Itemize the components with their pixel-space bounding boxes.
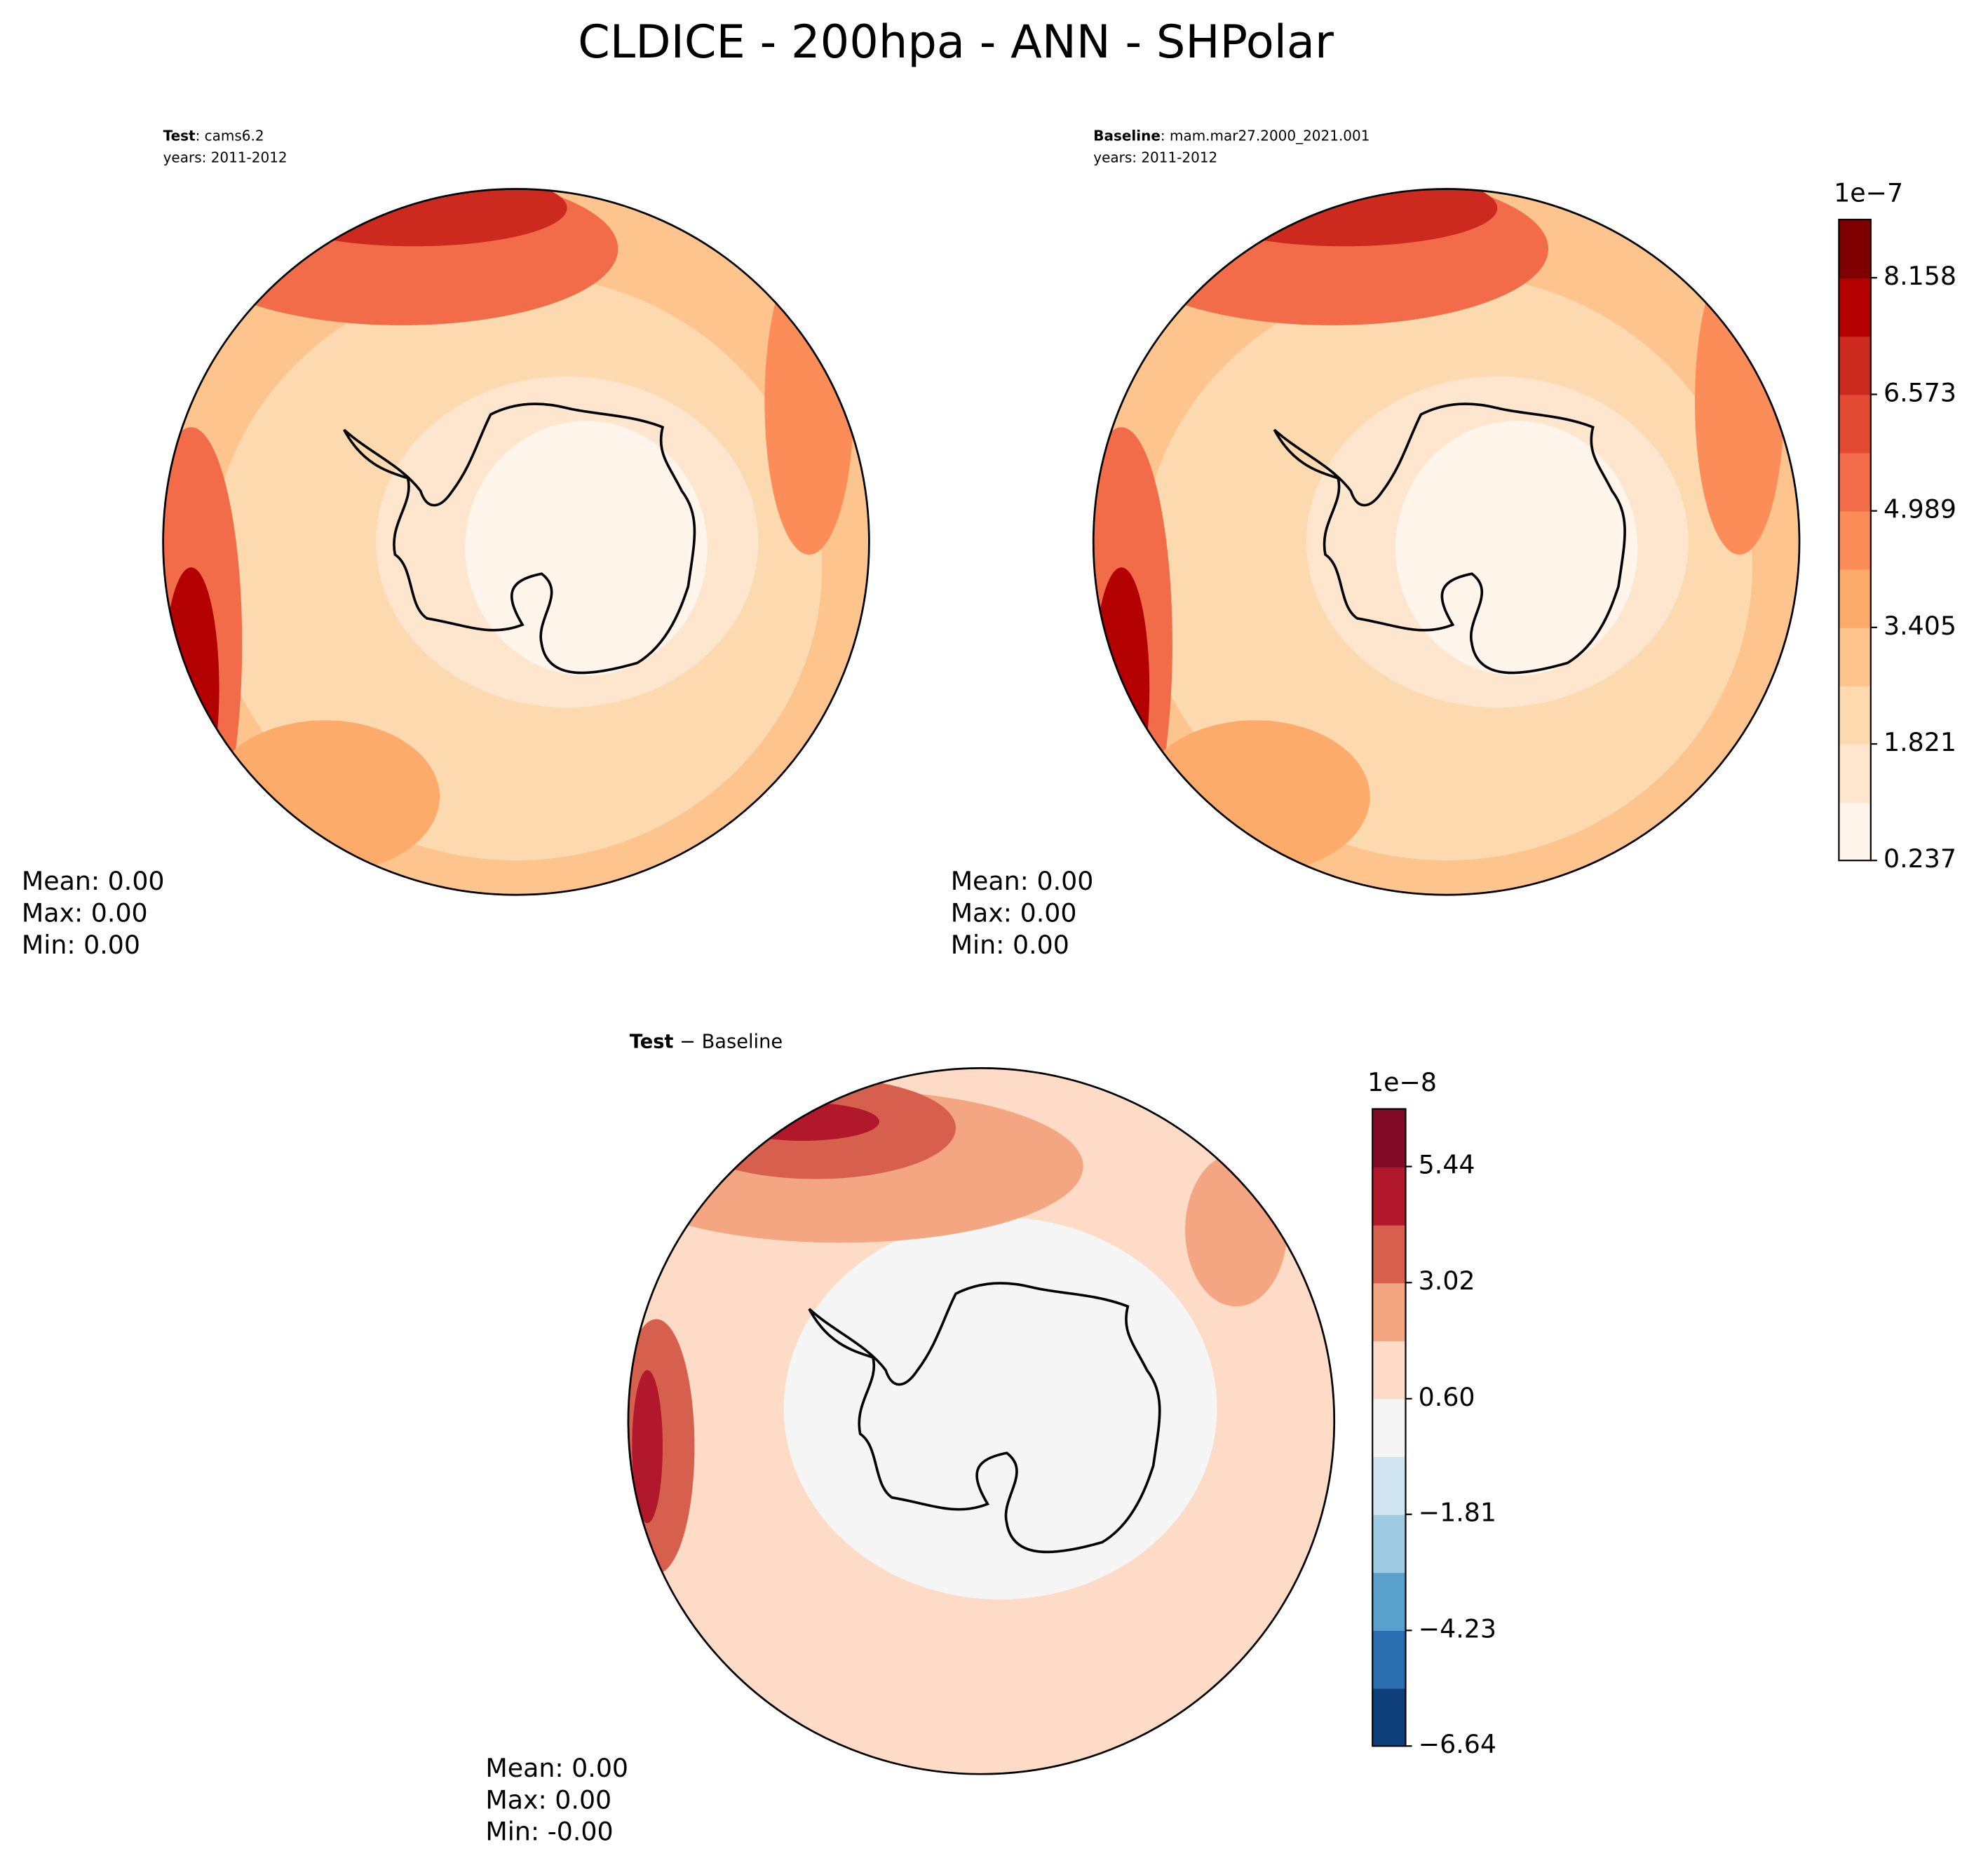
- stat-text: Max: 0.00: [485, 1784, 611, 1815]
- colorbar-offset: 1e−7: [1834, 178, 1903, 208]
- panel-title-rest: : mam.mar27.2000_2021.001: [1161, 127, 1370, 144]
- stat-text: Mean: 0.00: [22, 866, 165, 896]
- colorbar-band: [1839, 336, 1871, 395]
- panel-title-rest: : cams6.2: [196, 127, 264, 144]
- map-panel: [627, 1067, 1336, 1775]
- stat-text: Mean: 0.00: [951, 866, 1094, 896]
- colorbar-band: [1839, 627, 1871, 686]
- colorbar-frame: [1372, 1108, 1407, 1747]
- stat-text: Max: 0.00: [22, 897, 148, 928]
- stat-text: Min: -0.00: [485, 1817, 613, 1847]
- colorbar-band: [1839, 743, 1871, 803]
- colorbar-tick-label: −1.81: [1419, 1498, 1496, 1528]
- stat-text: Mean: 0.00: [485, 1753, 628, 1783]
- colorbar-band: [1839, 802, 1871, 862]
- panel-title: Test − Baseline: [630, 1031, 783, 1052]
- map-panel: [1092, 188, 1801, 896]
- panel-title-bold: Test: [163, 127, 196, 144]
- panel-title-bold: Test: [630, 1031, 674, 1052]
- colorbar-tick-label: −4.23: [1419, 1613, 1496, 1644]
- colorbar-frame: [1838, 218, 1872, 862]
- colorbar-tick-label: −6.64: [1419, 1729, 1496, 1759]
- colorbar-band: [1372, 1340, 1406, 1400]
- panel-subtitle: years: 2011-2012: [163, 149, 288, 165]
- colorbar-band: [1839, 569, 1871, 628]
- colorbar-offset: 1e−8: [1367, 1067, 1437, 1097]
- colorbar-tick-label: 3.02: [1419, 1266, 1475, 1296]
- stat-text: Max: 0.00: [951, 897, 1077, 928]
- colorbar-band: [1839, 219, 1871, 279]
- colorbar-band: [1372, 1224, 1406, 1284]
- colorbar-band: [1372, 1514, 1406, 1573]
- stat-text: Min: 0.00: [22, 930, 140, 960]
- colorbar-band: [1839, 278, 1871, 337]
- panel-subtitle: years: 2011-2012: [1093, 149, 1217, 165]
- colorbar-tick-label: 6.573: [1884, 377, 1956, 407]
- colorbar-tick-label: 0.237: [1884, 843, 1956, 874]
- colorbar-band: [1372, 1109, 1406, 1168]
- colorbar-band: [1372, 1398, 1406, 1458]
- colorbar-tick-label: 5.44: [1419, 1150, 1475, 1180]
- figure-title: CLDICE - 200hpa - ANN - SHPolar: [578, 15, 1334, 69]
- colorbar-tick-label: 3.405: [1884, 611, 1956, 641]
- colorbar-band: [1839, 685, 1871, 745]
- colorbar-band: [1372, 1688, 1406, 1747]
- colorbar-band: [1839, 394, 1871, 454]
- map-panel: [162, 188, 870, 896]
- colorbar-band: [1372, 1630, 1406, 1689]
- colorbar-band: [1372, 1456, 1406, 1515]
- colorbar-tick-label: 8.158: [1884, 261, 1956, 291]
- colorbar-band: [1372, 1282, 1406, 1341]
- colorbar-band: [1372, 1572, 1406, 1631]
- panel-title-rest: − Baseline: [673, 1031, 783, 1052]
- panel-title: Baseline: mam.mar27.2000_2021.001: [1093, 127, 1370, 144]
- colorbar-tick-label: 0.60: [1419, 1382, 1475, 1412]
- colorbar-tick-label: 1.821: [1884, 727, 1956, 757]
- stat-text: Min: 0.00: [951, 930, 1069, 960]
- panel-title-bold: Baseline: [1093, 127, 1161, 144]
- colorbar-band: [1372, 1167, 1406, 1226]
- panel-title: Test: cams6.2: [163, 127, 264, 144]
- colorbar-band: [1839, 452, 1871, 512]
- colorbar-tick-label: 4.989: [1884, 494, 1956, 524]
- colorbar-band: [1839, 510, 1871, 570]
